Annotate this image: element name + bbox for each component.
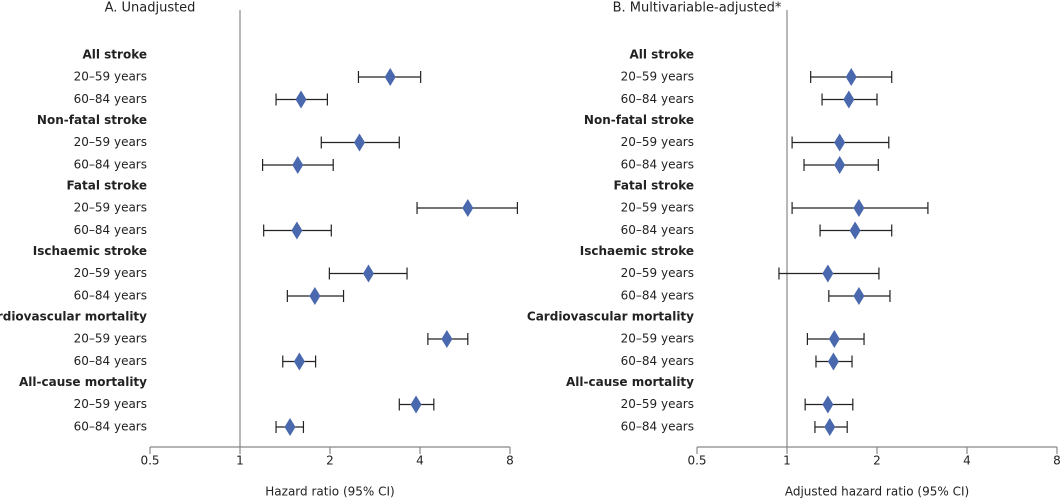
group-label: Fatal stroke <box>613 179 694 193</box>
estimate-diamond <box>853 199 865 217</box>
row-label: 20–59 years <box>74 135 147 149</box>
estimate-diamond <box>822 395 834 414</box>
row-label: 20–59 years <box>621 332 694 346</box>
group-label: Ischaemic stroke <box>33 244 147 258</box>
estimate-diamond <box>834 133 846 152</box>
group-label: All-cause mortality <box>566 375 694 389</box>
estimate-diamond <box>843 90 855 109</box>
x-tick-label: 4 <box>963 454 971 468</box>
x-tick-label: 2 <box>873 454 881 468</box>
x-tick-label: 1 <box>783 454 791 468</box>
x-tick-label: 4 <box>416 454 424 468</box>
row-label: 60–84 years <box>621 223 694 237</box>
estimate-diamond <box>410 395 422 414</box>
row-label: 60–84 years <box>74 223 147 237</box>
estimate-diamond <box>822 264 834 283</box>
row-label: 20–59 years <box>74 332 147 346</box>
row-label: 60–84 years <box>621 420 694 434</box>
x-tick-label: 1 <box>236 454 244 468</box>
group-label: Ischaemic stroke <box>580 244 694 258</box>
row-label: 60–84 years <box>74 158 147 172</box>
row-label: 60–84 years <box>74 354 147 368</box>
row-label: 60–84 years <box>74 92 147 106</box>
row-label: 60–84 years <box>74 289 147 303</box>
row-label: 20–59 years <box>621 135 694 149</box>
group-label: All stroke <box>629 48 694 62</box>
estimate-diamond <box>293 352 305 371</box>
estimate-diamond <box>353 133 365 152</box>
estimate-diamond <box>309 287 321 305</box>
estimate-diamond <box>441 330 453 348</box>
x-tick-label: 2 <box>326 454 334 468</box>
x-tick-label: 0.5 <box>140 454 159 468</box>
estimate-diamond <box>845 68 857 86</box>
x-tick-label: 8 <box>506 454 514 468</box>
estimate-diamond <box>462 199 474 217</box>
row-label: 20–59 years <box>74 201 147 215</box>
group-label: All stroke <box>82 48 147 62</box>
row-label: 60–84 years <box>621 92 694 106</box>
estimate-diamond <box>853 287 865 305</box>
group-label: Cardiovascular mortality <box>527 310 694 324</box>
row-label: 60–84 years <box>621 158 694 172</box>
estimate-diamond <box>384 68 396 86</box>
estimate-diamond <box>291 221 303 240</box>
estimate-diamond <box>292 156 304 174</box>
group-label: Fatal stroke <box>66 179 147 193</box>
estimate-diamond <box>834 156 846 174</box>
panel-title: A. Unadjusted <box>105 1 196 16</box>
estimate-diamond <box>824 418 836 436</box>
row-label: 20–59 years <box>74 266 147 280</box>
estimate-diamond <box>827 352 839 371</box>
panel-title: B. Multivariable-adjusted* <box>613 1 782 16</box>
row-label: 60–84 years <box>621 289 694 303</box>
row-label: 20–59 years <box>621 397 694 411</box>
estimate-diamond <box>362 264 374 283</box>
group-label: All-cause mortality <box>19 375 147 389</box>
x-tick-label: 0.5 <box>687 454 706 468</box>
row-label: 20–59 years <box>621 70 694 84</box>
x-axis-label: Hazard ratio (95% CI) <box>265 485 394 499</box>
x-tick-label: 8 <box>1053 454 1061 468</box>
estimate-diamond <box>295 90 307 109</box>
group-label: Non-fatal stroke <box>37 113 147 127</box>
row-label: 20–59 years <box>621 201 694 215</box>
row-label: 60–84 years <box>74 420 147 434</box>
group-label: Cardiovascular mortality <box>0 310 147 324</box>
estimate-diamond <box>849 221 861 240</box>
row-label: 60–84 years <box>621 354 694 368</box>
group-label: Non-fatal stroke <box>584 113 694 127</box>
row-label: 20–59 years <box>74 397 147 411</box>
estimate-diamond <box>284 418 296 436</box>
estimate-diamond <box>828 330 840 348</box>
x-axis-label: Adjusted hazard ratio (95% CI) <box>785 485 969 499</box>
row-label: 20–59 years <box>621 266 694 280</box>
row-label: 20–59 years <box>74 70 147 84</box>
